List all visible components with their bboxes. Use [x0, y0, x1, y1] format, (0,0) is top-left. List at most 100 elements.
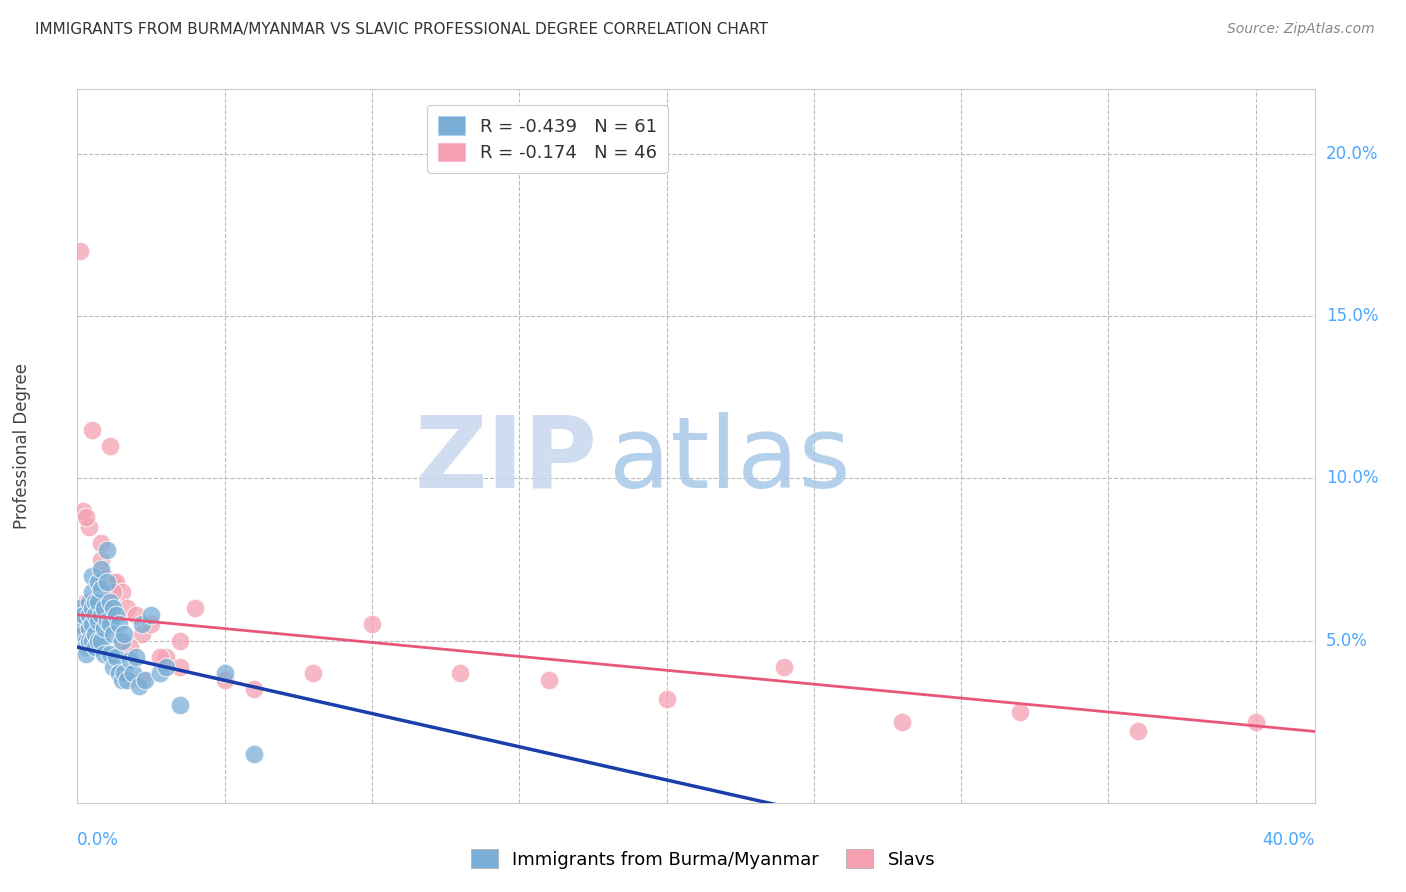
Point	[655, 692, 678, 706]
Point	[101, 659, 124, 673]
Point	[87, 633, 110, 648]
Point	[80, 585, 103, 599]
Point	[891, 714, 914, 729]
Point	[69, 244, 91, 259]
Point	[122, 666, 145, 681]
Point	[131, 673, 153, 687]
Point	[134, 673, 156, 687]
Point	[104, 649, 127, 664]
Point	[1126, 724, 1149, 739]
Point	[69, 627, 91, 641]
Point	[77, 595, 100, 609]
Point	[110, 633, 132, 648]
Point	[361, 617, 384, 632]
Point	[184, 601, 207, 615]
Point	[169, 633, 191, 648]
Point	[96, 601, 118, 615]
Point	[96, 575, 118, 590]
Point	[120, 640, 142, 654]
Point	[84, 640, 107, 654]
Point	[104, 607, 127, 622]
Point	[110, 585, 132, 599]
Point	[72, 504, 94, 518]
Point	[80, 617, 103, 632]
Point	[72, 627, 94, 641]
Point	[93, 647, 115, 661]
Point	[107, 666, 129, 681]
Point	[214, 673, 236, 687]
Point	[1244, 714, 1267, 729]
Point	[449, 666, 471, 681]
Point	[214, 666, 236, 681]
Point	[125, 649, 148, 664]
Text: ZIP: ZIP	[415, 412, 598, 508]
Point	[84, 607, 107, 622]
Point	[90, 607, 112, 622]
Point	[75, 647, 97, 661]
Point	[155, 659, 177, 673]
Point	[87, 601, 110, 615]
Text: Source: ZipAtlas.com: Source: ZipAtlas.com	[1227, 22, 1375, 37]
Point	[96, 614, 118, 628]
Point	[243, 747, 266, 761]
Point	[302, 666, 325, 681]
Text: 15.0%: 15.0%	[1326, 307, 1378, 326]
Point	[77, 520, 100, 534]
Point	[139, 607, 162, 622]
Text: 0.0%: 0.0%	[77, 831, 120, 849]
Point	[155, 649, 177, 664]
Point	[117, 673, 139, 687]
Point	[69, 617, 91, 632]
Point	[96, 542, 118, 557]
Text: Professional Degree: Professional Degree	[13, 363, 31, 529]
Point	[104, 575, 127, 590]
Text: IMMIGRANTS FROM BURMA/MYANMAR VS SLAVIC PROFESSIONAL DEGREE CORRELATION CHART: IMMIGRANTS FROM BURMA/MYANMAR VS SLAVIC …	[35, 22, 768, 37]
Point	[101, 601, 124, 615]
Point	[114, 666, 136, 681]
Point	[98, 595, 121, 609]
Point	[93, 568, 115, 582]
Point	[120, 653, 142, 667]
Point	[149, 649, 172, 664]
Point	[98, 617, 121, 632]
Point	[125, 607, 148, 622]
Point	[90, 582, 112, 596]
Point	[80, 617, 103, 632]
Point	[90, 552, 112, 566]
Point	[80, 568, 103, 582]
Point	[84, 627, 107, 641]
Point	[77, 633, 100, 648]
Point	[128, 679, 150, 693]
Point	[98, 647, 121, 661]
Point	[80, 601, 103, 615]
Point	[169, 659, 191, 673]
Point	[110, 673, 132, 687]
Text: atlas: atlas	[609, 412, 851, 508]
Point	[75, 633, 97, 648]
Point	[90, 633, 112, 648]
Point	[72, 607, 94, 622]
Point	[90, 562, 112, 576]
Point	[169, 698, 191, 713]
Point	[75, 595, 97, 609]
Point	[87, 575, 110, 590]
Point	[75, 640, 97, 654]
Point	[101, 627, 124, 641]
Point	[84, 595, 107, 609]
Point	[117, 601, 139, 615]
Point	[101, 585, 124, 599]
Point	[69, 601, 91, 615]
Point	[90, 536, 112, 550]
Point	[77, 617, 100, 632]
Point	[537, 673, 560, 687]
Point	[93, 601, 115, 615]
Point	[149, 666, 172, 681]
Point	[101, 575, 124, 590]
Point	[139, 617, 162, 632]
Point	[80, 633, 103, 648]
Point	[84, 627, 107, 641]
Legend: Immigrants from Burma/Myanmar, Slavs: Immigrants from Burma/Myanmar, Slavs	[464, 842, 942, 876]
Text: 40.0%: 40.0%	[1263, 831, 1315, 849]
Text: 10.0%: 10.0%	[1326, 469, 1378, 487]
Point	[1008, 705, 1031, 719]
